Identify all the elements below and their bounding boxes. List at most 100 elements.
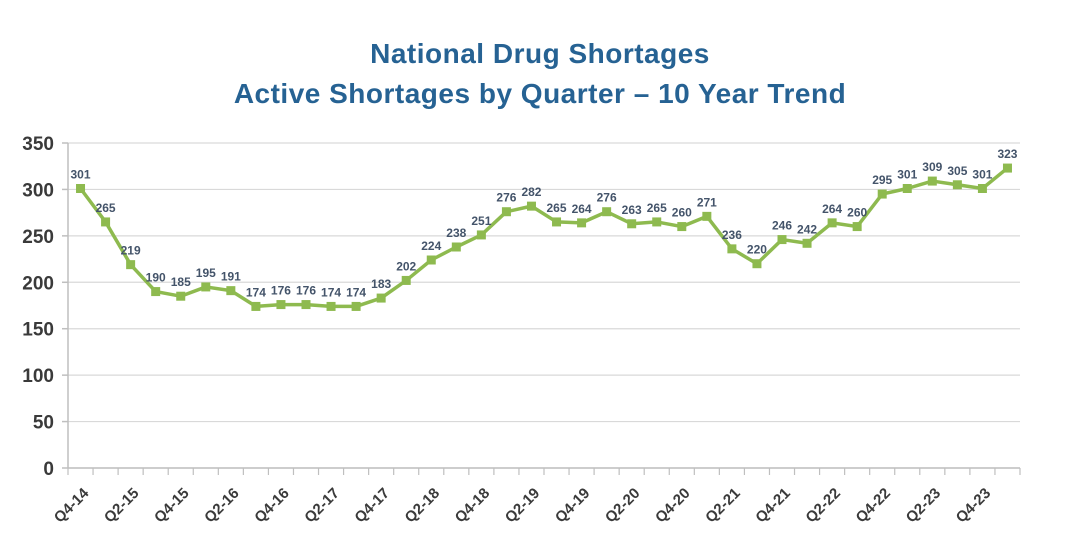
data-point-markers <box>76 163 1012 311</box>
data-label: 264 <box>572 202 592 216</box>
data-point-marker <box>226 286 236 296</box>
y-tick-label: 0 <box>43 459 54 480</box>
data-label: 174 <box>321 285 341 299</box>
x-tick-label: Q2-17 <box>301 485 343 527</box>
data-labels: 301 265 219 190 185 195 191 174 176 176 174 174 183 2… <box>71 147 1018 299</box>
data-label: 295 <box>872 173 892 187</box>
data-point-marker <box>401 275 411 285</box>
data-label: 260 <box>847 206 867 220</box>
data-point-marker <box>151 287 161 297</box>
data-point-marker <box>777 235 787 245</box>
x-tick-label: Q4-16 <box>251 485 293 527</box>
data-label: 195 <box>196 266 216 280</box>
x-tick-label: Q4-17 <box>351 485 393 527</box>
data-point-marker <box>702 211 712 221</box>
data-label: 236 <box>722 228 742 242</box>
data-label: 176 <box>271 284 291 298</box>
y-tick-label: 100 <box>22 366 54 387</box>
data-point-marker <box>1002 163 1012 173</box>
x-tick-label: Q2-21 <box>702 485 744 527</box>
x-tick-label: Q4-14 <box>51 484 93 526</box>
data-label: 190 <box>146 271 166 285</box>
x-tick-label: Q4-15 <box>151 485 193 527</box>
data-label: 276 <box>496 191 516 205</box>
x-tick-label: Q2-23 <box>903 485 945 527</box>
data-label: 191 <box>221 270 241 284</box>
data-label: 301 <box>71 168 91 182</box>
y-tick-labels: 0 50 100 150 200 250 300 350 <box>22 134 54 480</box>
data-label: 174 <box>346 285 366 299</box>
data-point-marker <box>752 259 762 269</box>
data-label: 219 <box>121 244 141 258</box>
data-point-marker <box>201 282 211 292</box>
x-tick-label: Q4-19 <box>552 485 594 527</box>
x-tick-label: Q2-20 <box>602 485 644 527</box>
data-label: 276 <box>597 191 617 205</box>
data-point-marker <box>877 189 887 199</box>
data-label: 323 <box>997 147 1017 161</box>
data-point-marker <box>827 218 837 228</box>
x-tick-labels: Q4-14 Q2-15 Q4-15 Q2-16 Q4-16 Q2-17 Q4-17 Q2-18… <box>51 484 994 526</box>
data-label: 282 <box>521 185 541 199</box>
data-point-marker <box>902 184 912 193</box>
data-label: 301 <box>897 168 917 182</box>
chart-title-line1: National Drug Shortages <box>370 38 710 69</box>
gridlines <box>68 142 1020 469</box>
data-point-marker <box>251 301 261 311</box>
x-tick-label: Q2-16 <box>201 485 243 527</box>
data-point-marker <box>351 301 361 311</box>
data-point-marker <box>652 217 662 227</box>
data-point-marker <box>952 180 962 190</box>
data-label: 271 <box>697 195 717 209</box>
data-point-marker <box>101 217 111 227</box>
data-point-marker <box>176 291 186 301</box>
y-tick-label: 250 <box>22 227 54 248</box>
data-point-marker <box>476 230 486 240</box>
data-point-marker <box>276 300 286 310</box>
x-tick-label: Q4-21 <box>752 485 794 527</box>
data-label: 264 <box>822 202 842 216</box>
data-point-marker <box>326 301 336 311</box>
data-label: 183 <box>371 277 391 291</box>
data-label: 224 <box>421 239 441 253</box>
data-label: 246 <box>772 219 792 233</box>
data-point-marker <box>577 218 587 228</box>
data-label: 185 <box>171 275 191 289</box>
y-tick-label: 50 <box>33 413 54 434</box>
x-tick-label: Q4-23 <box>953 485 995 527</box>
data-label: 174 <box>246 285 266 299</box>
y-tick-label: 350 <box>22 134 54 155</box>
data-point-marker <box>802 238 812 248</box>
x-tick-label: Q4-22 <box>853 485 895 527</box>
chart-title-line2: Active Shortages by Quarter – 10 Year Tr… <box>233 78 847 109</box>
data-label: 265 <box>96 201 116 215</box>
data-point-marker <box>627 219 637 229</box>
data-point-marker <box>852 222 862 232</box>
data-label: 265 <box>547 201 567 215</box>
data-label: 301 <box>972 168 992 182</box>
x-tick-label: Q2-22 <box>802 485 844 527</box>
x-tick-label: Q2-18 <box>402 485 444 527</box>
x-tick-label: Q2-15 <box>101 485 143 527</box>
data-label: 265 <box>647 201 667 215</box>
y-tick-label: 150 <box>22 320 54 341</box>
data-label: 242 <box>797 222 817 236</box>
axes <box>62 142 1021 475</box>
data-point-marker <box>602 207 612 217</box>
x-tick-label: Q4-20 <box>652 485 694 527</box>
y-tick-label: 200 <box>22 273 54 294</box>
data-point-marker <box>927 176 937 186</box>
data-point-marker <box>501 207 511 217</box>
data-point-marker <box>76 184 86 193</box>
data-label: 251 <box>471 214 491 228</box>
data-point-marker <box>526 201 536 211</box>
data-point-marker <box>677 222 687 232</box>
data-label: 220 <box>747 243 767 257</box>
y-tick-label: 300 <box>22 180 54 201</box>
data-point-marker <box>552 217 562 227</box>
chart-title: National Drug Shortages Active Shortages… <box>0 34 1080 114</box>
data-label: 309 <box>922 160 942 174</box>
data-label: 202 <box>396 259 416 273</box>
